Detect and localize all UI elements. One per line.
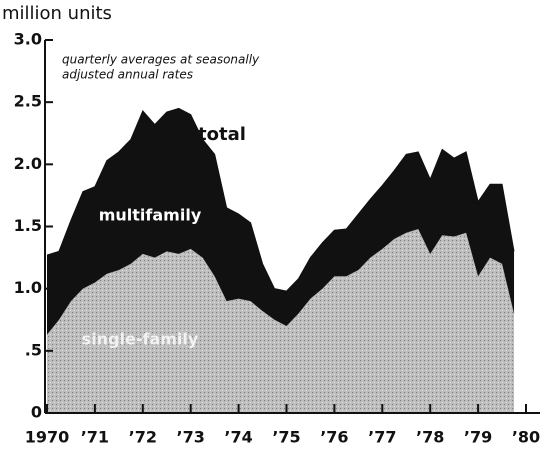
y-tick-label: 2.5 xyxy=(14,92,42,111)
x-tick-label: 1970 xyxy=(25,428,70,447)
y-axis-label: million units xyxy=(2,3,112,24)
x-tick-label: ’77 xyxy=(368,428,396,447)
note: quarterly averages at seasonally xyxy=(62,53,260,67)
x-tick-label: ’75 xyxy=(272,428,300,447)
y-tick-label: 1.0 xyxy=(14,278,42,297)
area-edge xyxy=(46,107,515,292)
x-tick-label: ’79 xyxy=(464,428,492,447)
y-tick-label: .5 xyxy=(25,340,42,359)
x-tick-label: ’76 xyxy=(320,428,348,447)
y-tick-label: 3.0 xyxy=(14,30,42,49)
annotation: total xyxy=(198,124,246,145)
x-tick-label: ’73 xyxy=(177,428,205,447)
series-label: multifamily xyxy=(99,206,202,225)
x-tick-label: ’74 xyxy=(224,428,252,447)
x-tick-label: ’71 xyxy=(81,428,109,447)
y-tick-label: 0 xyxy=(31,403,42,422)
series-label: single-family xyxy=(82,330,199,349)
note: adjusted annual rates xyxy=(62,68,193,82)
area xyxy=(47,228,515,413)
x-tick-label: ’80 xyxy=(512,428,540,447)
x-tick-label: ’78 xyxy=(416,428,444,447)
area xyxy=(47,108,515,335)
y-tick-label: 1.5 xyxy=(14,216,42,235)
y-tick-label: 2.0 xyxy=(14,154,42,173)
x-tick-label: ’72 xyxy=(129,428,157,447)
